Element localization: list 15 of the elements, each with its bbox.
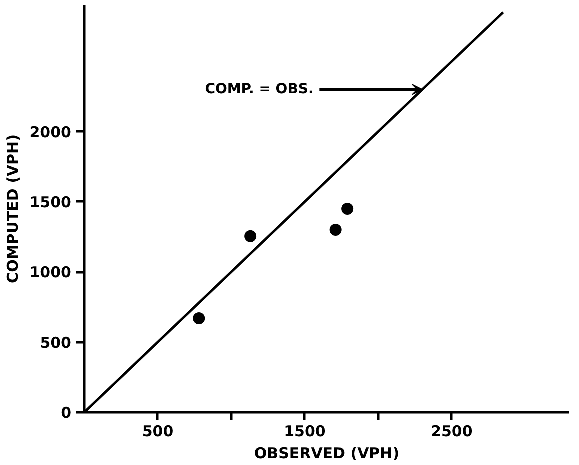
y-tick-label: 2000	[30, 123, 72, 142]
point	[244, 230, 257, 242]
x-tick-label: 500	[142, 422, 174, 440]
x-tick-label: 1500	[284, 422, 326, 440]
annotation: COMP. = OBS.	[205, 82, 314, 98]
y-tick-label: 0	[61, 404, 72, 422]
point	[330, 224, 342, 236]
x-tick-label: 2500	[431, 422, 473, 440]
y-tick-label: 1500	[30, 193, 72, 212]
y-axis-title: COMPUTED (VPH)	[4, 134, 22, 284]
point	[193, 312, 206, 324]
x-axis-title: OBSERVED (VPH)	[254, 444, 400, 462]
point	[342, 203, 354, 215]
y-tick-label: 1000	[30, 264, 72, 282]
y-tick-label: 500	[40, 334, 72, 352]
